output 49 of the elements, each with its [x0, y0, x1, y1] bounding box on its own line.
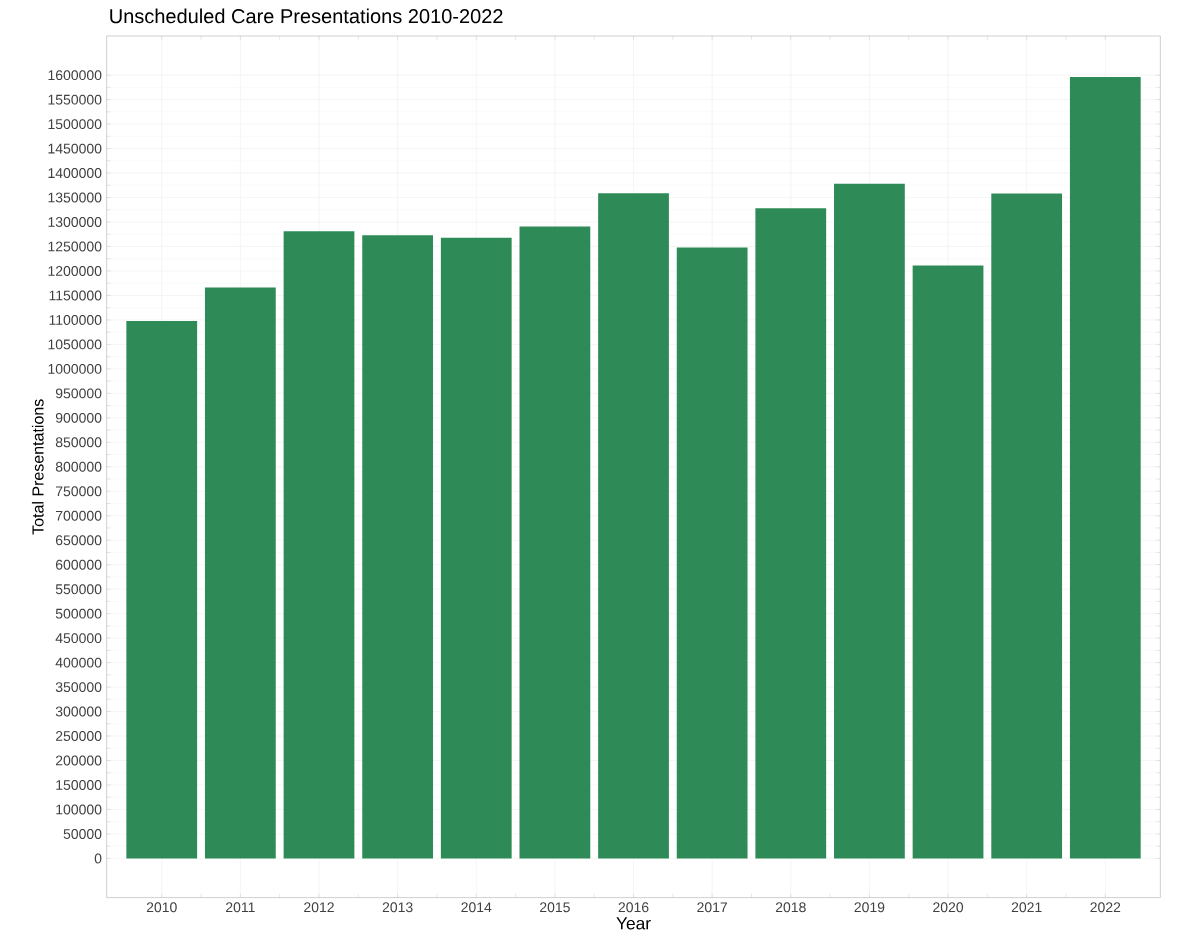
y-tick-label: 1500000: [48, 119, 102, 130]
x-tick-label: 2010: [146, 902, 177, 913]
y-tick-label: 900000: [55, 413, 102, 423]
x-tick-label: 2020: [933, 902, 964, 913]
y-tick-label: 700000: [55, 511, 102, 521]
x-tick-label: 2017: [697, 902, 727, 913]
y-tick-label: 150000: [56, 780, 102, 791]
y-tick-label: 1000000: [48, 364, 102, 375]
y-tick-label: 200000: [55, 755, 102, 766]
y-tick-label: 1400000: [48, 168, 102, 179]
y-tick-label: 550000: [55, 584, 102, 595]
y-tick-label: 250000: [55, 731, 102, 742]
y-tick-label: 750000: [55, 486, 102, 497]
y-tick-label: 1600000: [48, 70, 102, 81]
x-tick-label: 2014: [461, 902, 492, 913]
chart-title: Unscheduled Care Presentations 2010-2022: [110, 8, 503, 24]
y-tick-label: 1100000: [49, 315, 102, 326]
y-tick-label: 1550000: [48, 94, 102, 105]
y-tick-label: 800000: [55, 462, 102, 472]
y-tick-label: 500000: [55, 608, 102, 619]
y-tick-label: 1450000: [48, 143, 102, 154]
y-tick-label: 350000: [55, 682, 102, 693]
y-tick-label: 50000: [63, 829, 102, 840]
y-tick-label: 650000: [55, 535, 102, 546]
x-tick-label: 2012: [304, 902, 334, 913]
y-tick-label: 1350000: [48, 192, 102, 203]
y-tick-label: 1300000: [48, 217, 102, 228]
y-tick-label: 950000: [55, 388, 102, 399]
y-tick-label: 400000: [55, 657, 102, 668]
y-tick-label: 850000: [55, 437, 102, 448]
y-tick-label: 100000: [56, 804, 102, 815]
y-tick-label: 600000: [55, 559, 102, 570]
y-axis-title: Total Presentations: [31, 399, 44, 535]
y-tick-label: 0: [94, 853, 102, 864]
y-tick-label: 1150000: [49, 290, 102, 301]
y-tick-label: 1250000: [48, 241, 102, 252]
x-tick-label: 2018: [775, 902, 806, 913]
x-tick-label: 2013: [382, 902, 413, 913]
x-tick-label: 2016: [618, 902, 649, 913]
y-tick-label: 1050000: [48, 339, 102, 350]
y-tick-label: 300000: [55, 706, 102, 717]
x-axis-title: Year: [616, 917, 651, 930]
x-tick-label: 2015: [540, 902, 570, 913]
x-tick-label: 2022: [1090, 902, 1121, 913]
x-tick-label: 2021: [1011, 902, 1042, 913]
x-tick-label: 2011: [226, 902, 255, 913]
y-tick-label: 450000: [55, 633, 102, 644]
x-tick-label: 2019: [854, 902, 885, 913]
y-tick-label: 1200000: [48, 266, 102, 277]
